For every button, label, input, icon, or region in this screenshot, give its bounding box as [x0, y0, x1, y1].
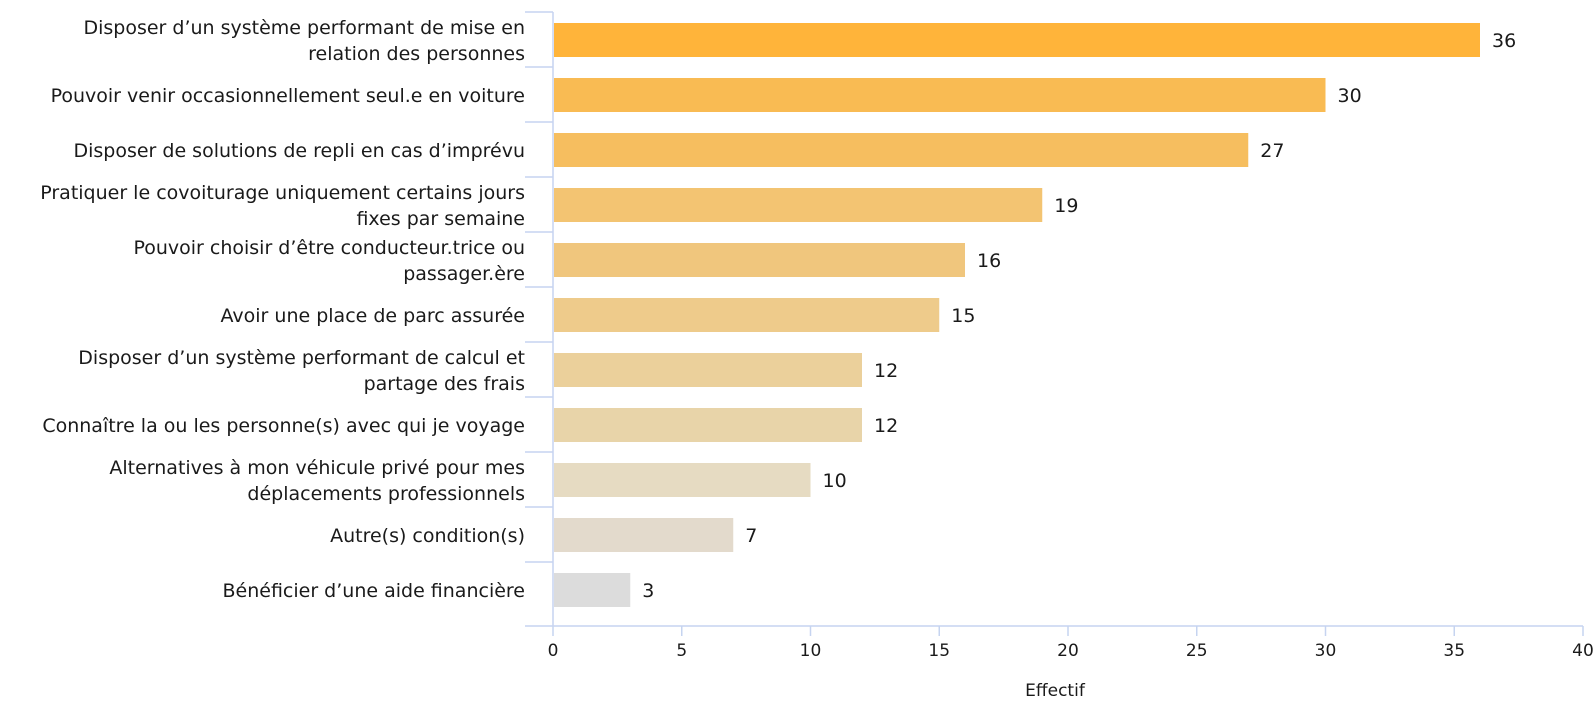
category-label: Autre(s) condition(s): [330, 525, 525, 547]
bar-value-label: 16: [977, 250, 1001, 272]
category-label: Avoir une place de parc assurée: [221, 305, 525, 327]
category-label: Pouvoir choisir d’être conducteur.trice …: [133, 237, 525, 259]
category-label: fixes par semaine: [356, 208, 525, 230]
category-label: Alternatives à mon véhicule privé pour m…: [109, 457, 525, 479]
bar: [554, 518, 734, 552]
category-label: Pouvoir venir occasionnellement seul.e e…: [51, 85, 525, 107]
category-label: Bénéficier d’une aide financière: [222, 580, 525, 602]
x-tick-label: 0: [548, 641, 559, 661]
category-label: déplacements professionnels: [247, 483, 525, 505]
bar: [554, 243, 965, 277]
bar: [554, 78, 1326, 112]
bar: [554, 23, 1480, 57]
bar-value-label: 19: [1054, 195, 1078, 217]
bar-value-label: 30: [1338, 85, 1362, 107]
bar-value-label: 27: [1260, 140, 1284, 162]
bar: [554, 408, 862, 442]
bar-value-label: 15: [951, 305, 975, 327]
x-tick-label: 30: [1315, 641, 1337, 661]
x-tick-label: 15: [928, 641, 950, 661]
x-tick-label: 25: [1186, 641, 1208, 661]
category-label: passager.ère: [403, 263, 525, 285]
category-label: relation des personnes: [308, 43, 525, 65]
bar: [554, 298, 940, 332]
x-tick-label: 10: [800, 641, 822, 661]
bar: [554, 133, 1249, 167]
bar-value-label: 3: [642, 580, 654, 602]
category-label: Disposer d’un système performant de calc…: [78, 347, 525, 369]
category-label: Disposer d’un système performant de mise…: [83, 17, 525, 39]
category-label: partage des frais: [364, 373, 525, 395]
bar-value-label: 7: [745, 525, 757, 547]
x-axis-title: Effectif: [1025, 681, 1086, 701]
x-tick-label: 20: [1057, 641, 1079, 661]
bar-value-label: 12: [874, 360, 898, 382]
category-label: Connaître la ou les personne(s) avec qui…: [42, 415, 525, 437]
x-tick-label: 40: [1572, 641, 1594, 661]
bar-value-label: 36: [1492, 30, 1516, 52]
category-label: Pratiquer le covoiturage uniquement cert…: [40, 182, 525, 204]
bar: [554, 353, 862, 387]
bar-value-label: 12: [874, 415, 898, 437]
x-tick-label: 5: [676, 641, 687, 661]
bar-value-label: 10: [823, 470, 847, 492]
bar: [554, 188, 1043, 222]
x-tick-label: 35: [1443, 641, 1465, 661]
category-label: Disposer de solutions de repli en cas d’…: [73, 140, 525, 162]
bar: [554, 573, 631, 607]
bar: [554, 463, 811, 497]
